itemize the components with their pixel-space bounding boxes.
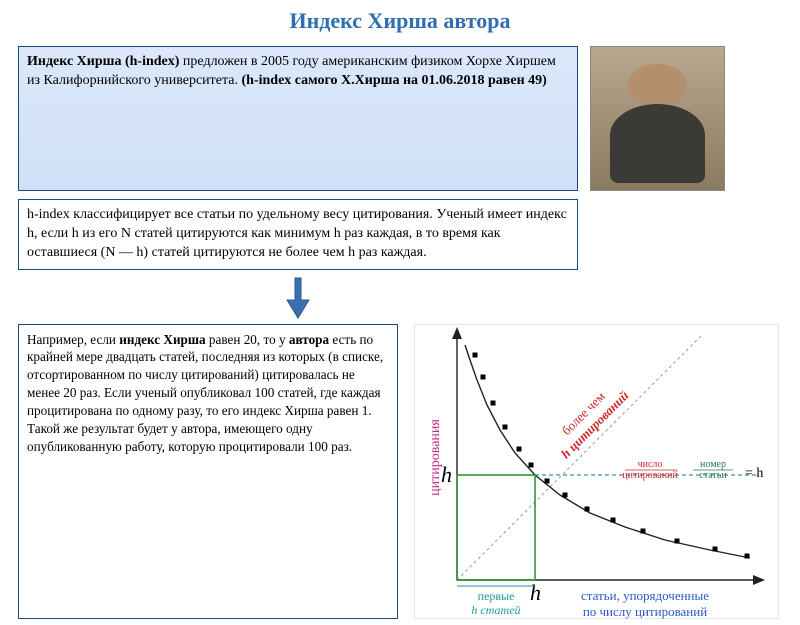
svg-text:h статей: h статей <box>471 603 520 617</box>
ex-a: Например, если <box>27 332 119 347</box>
ex-d: автора <box>289 332 329 347</box>
hindex-chart: более чемh цитированийчислоцитированийно… <box>414 324 779 619</box>
svg-text:статьи, упорядоченные: статьи, упорядоченные <box>581 588 709 603</box>
down-arrow-icon <box>18 276 578 320</box>
svg-text:= h: = h <box>745 466 763 481</box>
ex-e: есть по крайней мере двадцать статей, по… <box>27 332 383 454</box>
svg-text:статьи: статьи <box>699 470 727 481</box>
svg-text:первые: первые <box>478 589 515 603</box>
svg-text:h: h <box>530 580 541 605</box>
svg-text:по числу цитирований: по числу цитирований <box>583 604 707 619</box>
intro-prefix: Индекс Хирша (h-index) <box>27 54 179 69</box>
svg-text:цитирований: цитирований <box>622 470 678 481</box>
ex-c: равен 20, то у <box>206 332 289 347</box>
example-box: Например, если индекс Хирша равен 20, то… <box>18 324 398 619</box>
definition-box: h-index классифицирует все статьи по уде… <box>18 199 578 270</box>
ex-b: индекс Хирша <box>119 332 205 347</box>
author-photo <box>590 46 725 191</box>
svg-text:число: число <box>638 459 663 470</box>
svg-text:номер: номер <box>700 459 726 470</box>
page-title: Индекс Хирша автора <box>0 0 800 46</box>
svg-text:h: h <box>441 462 452 487</box>
intro-suffix: (h-index самого Х.Хирша на 01.06.2018 ра… <box>242 73 547 88</box>
intro-box: Индекс Хирша (h-index) предложен в 2005 … <box>18 46 578 191</box>
